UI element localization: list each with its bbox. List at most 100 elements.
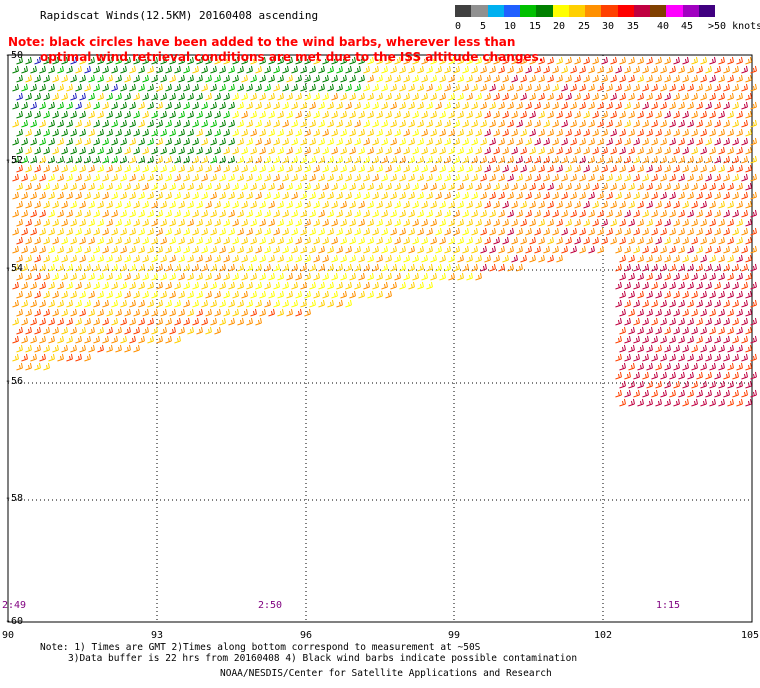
wind-barb (399, 245, 406, 254)
wind-barb (124, 218, 131, 227)
wind-barb (579, 173, 586, 182)
wind-barb (322, 218, 329, 227)
wind-barb (259, 200, 266, 209)
wind-barb (547, 164, 554, 173)
wind-barb (187, 182, 194, 191)
wind-barb (16, 182, 23, 191)
wind-barb (606, 65, 613, 74)
wind-barb (25, 164, 32, 173)
wind-barb (147, 119, 154, 128)
wind-barb (673, 380, 680, 389)
wind-barb (556, 164, 563, 173)
wind-barb (277, 308, 284, 317)
wind-barb (39, 209, 46, 218)
wind-barb (102, 119, 109, 128)
wind-barb (651, 371, 658, 380)
wind-barb (66, 137, 73, 146)
wind-barb (678, 227, 685, 236)
wind-barb (435, 83, 442, 92)
wind-barb (610, 218, 617, 227)
wind-barb (259, 290, 266, 299)
wind-barb (318, 155, 325, 164)
wind-barb (241, 146, 248, 155)
wind-barb (259, 110, 266, 119)
wind-barb (142, 164, 149, 173)
wind-barb (462, 263, 469, 272)
colorbar-swatch (585, 5, 602, 17)
wind-barb (642, 209, 649, 218)
wind-barb (430, 56, 437, 65)
wind-barb (124, 56, 131, 65)
wind-barb (115, 290, 122, 299)
wind-barb (624, 137, 631, 146)
wind-barb (111, 245, 118, 254)
wind-barb (615, 371, 622, 380)
wind-barb (66, 245, 73, 254)
wind-barb (147, 317, 154, 326)
wind-barb (232, 56, 239, 65)
wind-barb (718, 326, 725, 335)
wind-barb (628, 308, 635, 317)
wind-barb (43, 326, 50, 335)
wind-barb (75, 155, 82, 164)
wind-barb (345, 101, 352, 110)
wind-barb (106, 56, 113, 65)
wind-barb (682, 308, 689, 317)
wind-barb (493, 92, 500, 101)
wind-barb (732, 173, 739, 182)
wind-barb (556, 218, 563, 227)
wind-barb (25, 308, 32, 317)
wind-barb (588, 101, 595, 110)
wind-barb (723, 227, 730, 236)
wind-barb (714, 155, 721, 164)
lat-label: -54 (5, 263, 24, 274)
wind-barb (682, 92, 689, 101)
wind-barb (520, 254, 527, 263)
wind-barb (124, 74, 131, 83)
wind-barb (313, 182, 320, 191)
wind-barb (565, 146, 572, 155)
wind-barb (205, 218, 212, 227)
wind-barb (48, 209, 55, 218)
wind-barb (178, 308, 185, 317)
wind-barb (142, 236, 149, 245)
wind-barb (426, 83, 433, 92)
wind-barb (61, 92, 68, 101)
wind-barb (57, 101, 64, 110)
wind-barb (628, 218, 635, 227)
wind-barb (30, 173, 37, 182)
wind-barb (682, 182, 689, 191)
wind-barb (79, 326, 86, 335)
wind-barb (336, 119, 343, 128)
wind-barb (520, 182, 527, 191)
wind-barb (547, 128, 554, 137)
wind-barb (12, 335, 19, 344)
wind-barb (349, 218, 356, 227)
wind-barb (291, 137, 298, 146)
wind-barb (102, 335, 109, 344)
wind-barb (601, 200, 608, 209)
wind-barb (664, 362, 671, 371)
wind-barb (156, 281, 163, 290)
wind-barb (201, 317, 208, 326)
wind-barb (547, 56, 554, 65)
wind-barb (642, 173, 649, 182)
wind-barb (651, 155, 658, 164)
wind-barb (124, 164, 131, 173)
wind-barb (111, 173, 118, 182)
wind-barb (448, 272, 455, 281)
colorbar-swatch (682, 5, 699, 17)
wind-barb (259, 254, 266, 263)
wind-barb (385, 182, 392, 191)
wind-barb (66, 281, 73, 290)
wind-barb (187, 272, 194, 281)
wind-barb (579, 137, 586, 146)
wind-barb (129, 101, 136, 110)
wind-barb (394, 128, 401, 137)
wind-barb (642, 101, 649, 110)
wind-barb (232, 128, 239, 137)
wind-barb (493, 110, 500, 119)
wind-barb (228, 155, 235, 164)
wind-barb (21, 191, 28, 200)
wind-barb (57, 335, 64, 344)
